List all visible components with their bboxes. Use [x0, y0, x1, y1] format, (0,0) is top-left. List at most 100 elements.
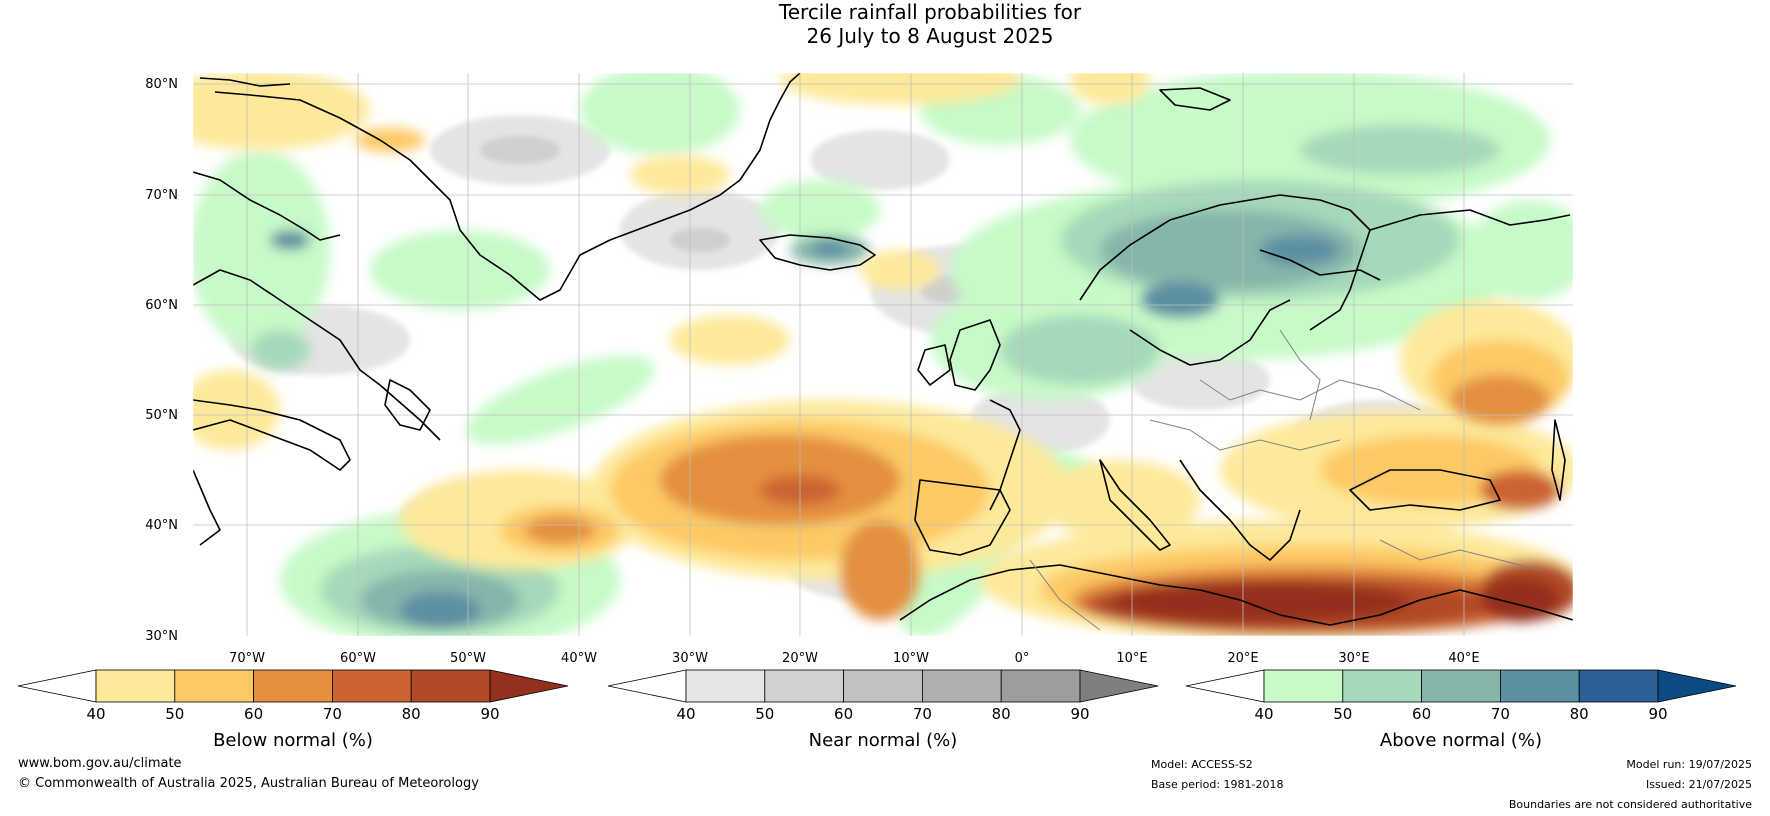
colorbar-label: Below normal (%): [213, 730, 373, 751]
colorbar-bin: [1500, 669, 1580, 703]
west-europe-coast: [989, 399, 1021, 511]
greenland-coast: [214, 73, 801, 301]
lon-label: 10°W: [893, 651, 929, 666]
baffin-island: [193, 171, 341, 241]
copyright-text: © Commonwealth of Australia 2025, Austra…: [18, 776, 479, 791]
colorbar-bin: [331, 669, 412, 703]
latitude-labels: 80°N 70°N 60°N 50°N 40°N 30°N: [145, 77, 178, 644]
lon-label: 70°W: [229, 651, 265, 666]
colorbar-bin: [685, 669, 766, 703]
colorbar-bin: [1578, 669, 1659, 703]
colorbar-bin: [410, 669, 491, 703]
lat-label: 70°N: [145, 188, 178, 203]
colorbar-bin: [1000, 669, 1081, 703]
newfoundland: [384, 379, 431, 431]
finland-coast: [1259, 249, 1381, 281]
colorbar-tick-label: 60: [244, 705, 263, 723]
longitude-labels: 70°W 60°W 50°W 40°W 30°W 20°W 10°W 0° 10…: [229, 651, 1480, 666]
balkans-greece: [1179, 459, 1301, 561]
labrador-coast: [193, 269, 441, 441]
colorbar-extend-high: [489, 669, 569, 703]
base-period-text: Base period: 1981-2018: [1151, 778, 1284, 791]
ireland: [917, 344, 951, 386]
colorbar-tick-label: 70: [1491, 705, 1510, 723]
lon-label: 40°E: [1448, 651, 1479, 666]
colorbar-tick-label: 90: [1648, 705, 1667, 723]
caspian: [1551, 419, 1566, 501]
greenland-north: [199, 77, 291, 87]
lon-label: 40°W: [561, 651, 597, 666]
kola-coast: [1369, 209, 1571, 231]
colorbar-tick-label: 70: [913, 705, 932, 723]
lat-label: 60°N: [145, 298, 178, 313]
colorbar-tick-label: 50: [755, 705, 774, 723]
colorbar-near: 40 50 60 70 80 90 Near normal (%): [607, 669, 1159, 751]
colorbar-bin: [1263, 669, 1344, 703]
coastlines: [193, 73, 1573, 626]
scandinavia: [1079, 194, 1371, 331]
lon-label: 30°W: [672, 651, 708, 666]
italy: [1099, 459, 1171, 551]
north-america-east-coast: [193, 399, 351, 471]
colorbar-bin: [764, 669, 844, 703]
colorbar-tick-label: 80: [1570, 705, 1589, 723]
colorbar-tick-label: 80: [992, 705, 1011, 723]
colorbar-extend-high: [1079, 669, 1159, 703]
map-frame: [192, 72, 1574, 637]
north-africa-coast: [899, 564, 1573, 626]
colorbar-below: 40 50 60 70 80 90 Below normal (%): [17, 669, 569, 751]
lon-label: 60°W: [340, 651, 376, 666]
black-sea: [1349, 469, 1501, 511]
colorbar-bin: [95, 669, 176, 703]
colorbar-tick-label: 90: [1070, 705, 1089, 723]
colorbar-extend-low: [17, 669, 97, 703]
model-text: Model: ACCESS-S2: [1151, 758, 1253, 771]
colorbar-bin: [1342, 669, 1423, 703]
colorbar-tick-label: 40: [86, 705, 105, 723]
colorbar-tick-label: 70: [323, 705, 342, 723]
colorbar-bin: [843, 669, 923, 703]
colorbar-tick-label: 60: [834, 705, 853, 723]
lat-label: 80°N: [145, 77, 178, 92]
lat-label: 30°N: [145, 629, 178, 644]
probability-field: [193, 73, 1573, 636]
lon-label: 50°W: [450, 651, 486, 666]
lon-label: 10°E: [1116, 651, 1147, 666]
boundaries-disclaimer: Boundaries are not considered authoritat…: [1508, 798, 1752, 811]
country-borders: [1029, 329, 1541, 631]
colorbar-tick-label: 60: [1412, 705, 1431, 723]
svalbard-novaya: [1159, 87, 1231, 111]
lon-label: 30°E: [1338, 651, 1369, 666]
colorbar-label: Above normal (%): [1380, 730, 1542, 751]
colorbar-tick-label: 80: [402, 705, 421, 723]
colorbar-bin: [174, 669, 255, 703]
colorbar-extend-high: [1657, 669, 1737, 703]
colorbar-bin: [253, 669, 333, 703]
lon-label: 20°W: [782, 651, 818, 666]
title-line-2: 26 July to 8 August 2025: [806, 24, 1054, 48]
north-america-south: [193, 469, 221, 546]
lon-label: 20°E: [1227, 651, 1258, 666]
lat-label: 50°N: [145, 408, 178, 423]
colorbar-extend-low: [607, 669, 687, 703]
iceland: [759, 234, 876, 271]
colorbar-tick-label: 40: [676, 705, 695, 723]
iberia: [914, 479, 1011, 556]
colorbars: 40 50 60 70 80 90 Below normal (%) 40 50 60 70 80 90…: [17, 669, 1737, 751]
graticule: [193, 73, 1573, 636]
website-text: www.bom.gov.au/climate: [18, 756, 182, 771]
title-line-1: Tercile rainfall probabilities for: [778, 0, 1082, 24]
colorbar-bin: [1421, 669, 1501, 703]
colorbar-tick-label: 40: [1254, 705, 1273, 723]
issued-text: Issued: 21/07/2025: [1645, 778, 1752, 791]
colorbar-tick-label: 50: [1333, 705, 1352, 723]
british-isles: [949, 319, 1001, 391]
colorbar-tick-label: 50: [165, 705, 184, 723]
baltic: [1129, 299, 1291, 366]
colorbar-label: Near normal (%): [809, 730, 958, 751]
colorbar-bin: [922, 669, 1002, 703]
colorbar-above: 40 50 60 70 80 90 Above normal (%): [1185, 669, 1737, 751]
colorbar-tick-label: 90: [480, 705, 499, 723]
lat-label: 40°N: [145, 518, 178, 533]
